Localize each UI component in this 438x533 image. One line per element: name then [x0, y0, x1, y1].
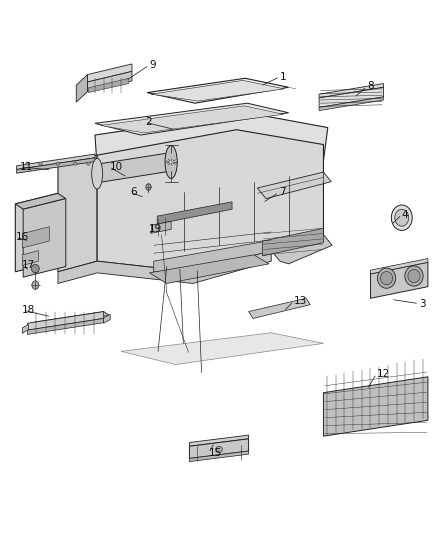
Polygon shape [262, 228, 323, 256]
Polygon shape [323, 377, 428, 436]
Polygon shape [104, 314, 110, 323]
Polygon shape [17, 158, 95, 173]
Polygon shape [15, 193, 58, 272]
Polygon shape [76, 75, 88, 102]
Ellipse shape [381, 271, 392, 285]
Ellipse shape [87, 162, 90, 165]
Polygon shape [22, 227, 49, 248]
Ellipse shape [408, 269, 420, 282]
Text: 10: 10 [110, 162, 123, 172]
Text: 7: 7 [279, 187, 286, 197]
Ellipse shape [74, 162, 77, 165]
Polygon shape [17, 154, 95, 169]
Polygon shape [157, 202, 232, 224]
Polygon shape [271, 235, 332, 264]
Text: 15: 15 [208, 448, 222, 458]
Polygon shape [101, 106, 283, 133]
Polygon shape [22, 324, 28, 333]
Polygon shape [249, 298, 311, 318]
Polygon shape [319, 87, 384, 108]
Text: 6: 6 [130, 187, 136, 197]
Polygon shape [189, 451, 249, 462]
Text: 8: 8 [367, 81, 374, 91]
Ellipse shape [391, 205, 412, 230]
Polygon shape [23, 199, 66, 277]
Text: 4: 4 [402, 209, 408, 220]
Text: 12: 12 [377, 369, 390, 378]
Polygon shape [28, 318, 104, 334]
Polygon shape [121, 333, 323, 365]
Polygon shape [88, 78, 129, 93]
Polygon shape [319, 84, 384, 98]
Polygon shape [371, 262, 428, 298]
Polygon shape [58, 251, 271, 284]
Polygon shape [97, 152, 171, 183]
Ellipse shape [146, 184, 151, 190]
Text: 19: 19 [148, 224, 162, 235]
Polygon shape [154, 241, 271, 272]
Ellipse shape [56, 162, 60, 165]
Polygon shape [152, 221, 171, 233]
Ellipse shape [378, 268, 396, 288]
Polygon shape [88, 64, 132, 82]
Text: 1: 1 [280, 71, 286, 82]
Text: 3: 3 [419, 298, 426, 309]
Ellipse shape [405, 266, 423, 286]
Polygon shape [319, 97, 384, 111]
Ellipse shape [32, 281, 39, 289]
Polygon shape [189, 439, 249, 458]
Polygon shape [95, 103, 289, 135]
Polygon shape [34, 312, 110, 326]
Polygon shape [152, 80, 284, 101]
Polygon shape [189, 435, 249, 446]
Polygon shape [15, 193, 66, 209]
Ellipse shape [395, 209, 409, 226]
Ellipse shape [92, 158, 102, 189]
Polygon shape [58, 155, 97, 272]
Polygon shape [147, 78, 289, 103]
Polygon shape [97, 130, 323, 272]
Ellipse shape [165, 146, 177, 179]
Ellipse shape [26, 162, 29, 165]
Text: 11: 11 [20, 162, 33, 172]
Text: 16: 16 [15, 232, 28, 243]
Text: 2: 2 [145, 117, 152, 127]
Polygon shape [149, 255, 269, 284]
Polygon shape [95, 113, 328, 167]
Polygon shape [88, 71, 132, 92]
Polygon shape [22, 251, 39, 265]
Polygon shape [257, 172, 331, 199]
Text: 9: 9 [149, 60, 156, 70]
Ellipse shape [39, 162, 42, 165]
Text: 18: 18 [22, 305, 35, 315]
Ellipse shape [32, 264, 39, 273]
Polygon shape [371, 259, 428, 274]
Polygon shape [28, 312, 104, 330]
Ellipse shape [216, 446, 222, 453]
Text: 17: 17 [22, 261, 35, 270]
Text: 13: 13 [294, 296, 307, 306]
